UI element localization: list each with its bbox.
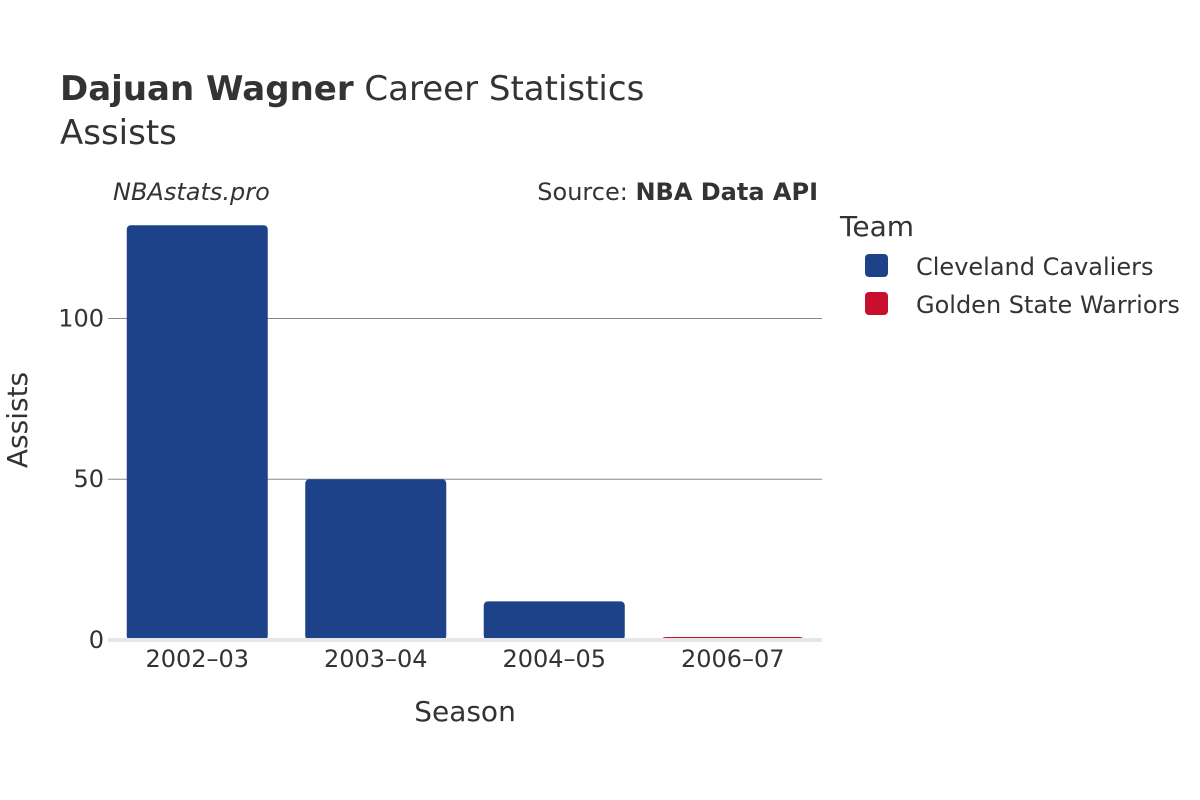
- x-tick-label: 2002–03: [145, 645, 249, 673]
- bars: [126, 225, 804, 640]
- chart-subtitle: Assists: [60, 113, 177, 153]
- x-tick-label: 2006–07: [681, 645, 785, 673]
- bar-cleveland-cavaliers-2003–04: [305, 479, 447, 640]
- watermark: NBAstats.pro: [113, 178, 270, 206]
- y-axis-title: Assists: [1, 372, 34, 468]
- source-prefix: Source:: [537, 178, 635, 206]
- bar-cleveland-cavaliers-2002–03: [126, 225, 268, 640]
- legend-swatch-golden-state-warriors: [865, 292, 888, 315]
- title-player-name: Dajuan Wagner: [60, 69, 354, 109]
- legend-label-golden-state-warriors: Golden State Warriors: [916, 291, 1180, 319]
- x-tick-label: 2004–05: [502, 645, 606, 673]
- legend-title: Team: [839, 210, 914, 243]
- legend: Team Cleveland Cavaliers Golden State Wa…: [839, 210, 1180, 319]
- y-tick-label: 0: [89, 626, 104, 654]
- y-tick-label: 50: [73, 465, 104, 493]
- legend-swatch-cleveland-cavaliers: [865, 254, 888, 277]
- source-name: NBA Data API: [635, 178, 818, 206]
- y-tick-labels: 0 50 100: [58, 304, 104, 654]
- x-tick-label: 2003–04: [324, 645, 428, 673]
- title-rest: Career Statistics: [354, 69, 645, 109]
- source-credit: Source: NBA Data API: [537, 178, 818, 206]
- bar-cleveland-cavaliers-2004–05: [483, 601, 625, 640]
- x-tick-labels: 2002–03 2003–04 2004–05 2006–07: [145, 645, 784, 673]
- y-tick-label: 100: [58, 304, 104, 332]
- x-axis-title: Season: [414, 695, 516, 728]
- legend-label-cleveland-cavaliers: Cleveland Cavaliers: [916, 253, 1153, 281]
- chart-title: Dajuan Wagner Career Statistics: [60, 69, 644, 109]
